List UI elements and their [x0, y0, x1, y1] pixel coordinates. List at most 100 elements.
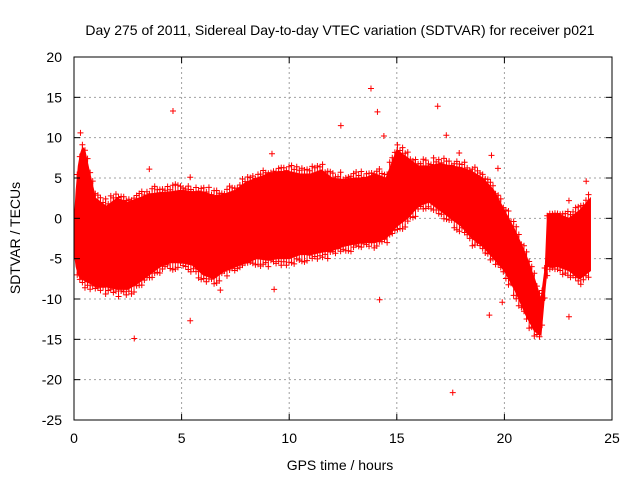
band-edge-point	[554, 210, 561, 217]
y-tick-label: 20	[46, 49, 62, 65]
band-edge-point	[453, 158, 460, 165]
x-tick-label: 5	[178, 430, 186, 446]
band-edge-point	[283, 167, 290, 174]
band-edge-point	[585, 274, 592, 281]
band-edge-point	[378, 170, 385, 177]
band-edge-point	[487, 179, 494, 186]
band-edge-point	[391, 227, 398, 234]
band-edge-point	[213, 187, 220, 194]
band-edge-point	[340, 246, 347, 253]
band-edge-point	[314, 163, 321, 170]
x-tick-label: 15	[389, 430, 405, 446]
band-edge-point	[304, 257, 311, 264]
band-edge-point	[74, 271, 81, 278]
y-axis-label: SDTVAR / TECUs	[7, 182, 23, 294]
band-edge-point	[309, 163, 316, 170]
band-edge-point	[526, 258, 533, 265]
band-edge-point	[536, 290, 543, 297]
band-edge-point	[107, 286, 114, 293]
band-edge-point	[316, 163, 323, 170]
band-edge-point	[580, 276, 587, 283]
band-edge-point	[115, 293, 122, 300]
band-edge-point	[151, 183, 158, 190]
band-edge-point	[102, 195, 109, 202]
band-edge-point	[368, 169, 375, 176]
band-edge-point	[518, 304, 525, 311]
band-edge-point	[482, 175, 489, 182]
band-edge-point	[324, 255, 331, 262]
band-edge-point	[533, 283, 540, 290]
band-edge-point	[322, 251, 329, 258]
band-edge-point	[262, 259, 269, 266]
band-edge-point	[412, 156, 419, 163]
chart-title: Day 275 of 2011, Sidereal Day-to-day VTE…	[85, 22, 594, 38]
band-edge-point	[234, 185, 241, 192]
band-edge-point	[358, 244, 365, 251]
sdtvar-data-band	[73, 146, 591, 337]
band-edge-point	[412, 213, 419, 220]
band-edge-point	[123, 291, 130, 298]
band-edge-point	[182, 186, 189, 193]
band-edge-point	[440, 155, 447, 162]
band-edge-point	[582, 197, 589, 204]
band-edge-point	[575, 203, 582, 210]
band-edge-point	[180, 184, 187, 191]
band-edge-point	[301, 258, 308, 265]
band-edge-point	[156, 269, 163, 276]
band-edge-point	[539, 287, 546, 294]
band-edge-point	[306, 167, 313, 174]
outlier-point	[456, 149, 463, 156]
plot-frame	[73, 56, 613, 421]
outlier-point	[217, 287, 224, 294]
band-edge-point	[74, 171, 81, 178]
band-edge-point	[125, 196, 132, 203]
band-edge-point	[549, 264, 556, 271]
band-edge-point	[198, 276, 205, 283]
band-edge-point	[110, 289, 117, 296]
y-tick-label: -10	[42, 291, 62, 307]
band-edge-point	[371, 170, 378, 177]
band-edge-point	[87, 286, 94, 293]
band-edge-point	[428, 205, 435, 212]
band-edge-point	[169, 182, 176, 189]
y-tick-label: -20	[42, 372, 62, 388]
band-edge-point	[438, 159, 445, 166]
y-tick-label: -15	[42, 331, 62, 347]
band-edge-point	[76, 276, 83, 283]
band-edge-point	[510, 218, 517, 225]
band-edge-point	[319, 254, 326, 261]
band-edge-point	[345, 174, 352, 181]
band-edge-point	[105, 287, 112, 294]
outlier-point	[187, 317, 194, 324]
band-edge-point	[270, 168, 277, 175]
band-edge-point	[474, 239, 481, 246]
band-edge-point	[559, 271, 566, 278]
band-edge-point	[306, 252, 313, 259]
band-edge-point	[100, 199, 107, 206]
band-edge-point	[497, 264, 504, 271]
outlier-point	[169, 108, 176, 115]
band-edge-point	[177, 259, 184, 266]
band-edge-point	[358, 168, 365, 175]
band-edge-point	[110, 194, 117, 201]
band-edge-point	[84, 282, 91, 289]
band-edge-point	[497, 195, 504, 202]
band-edge-point	[373, 242, 380, 249]
band-edge-point	[291, 166, 298, 173]
band-edge-point	[92, 190, 99, 197]
band-edge-point	[513, 223, 520, 230]
band-edge-point	[353, 168, 360, 175]
band-edge-point	[394, 226, 401, 233]
band-edge-point	[386, 231, 393, 238]
outlier-point	[443, 132, 450, 139]
outlier-point	[131, 335, 138, 342]
x-tick-label: 20	[497, 430, 513, 446]
band-edge-point	[402, 223, 409, 230]
band-edge-point	[523, 248, 530, 255]
band-edge-point	[541, 295, 548, 302]
band-edge-point	[324, 168, 331, 175]
band-edge-point	[541, 264, 548, 271]
band-edge-point	[200, 184, 207, 191]
band-edge-point	[523, 316, 530, 323]
band-edge-point	[489, 255, 496, 262]
